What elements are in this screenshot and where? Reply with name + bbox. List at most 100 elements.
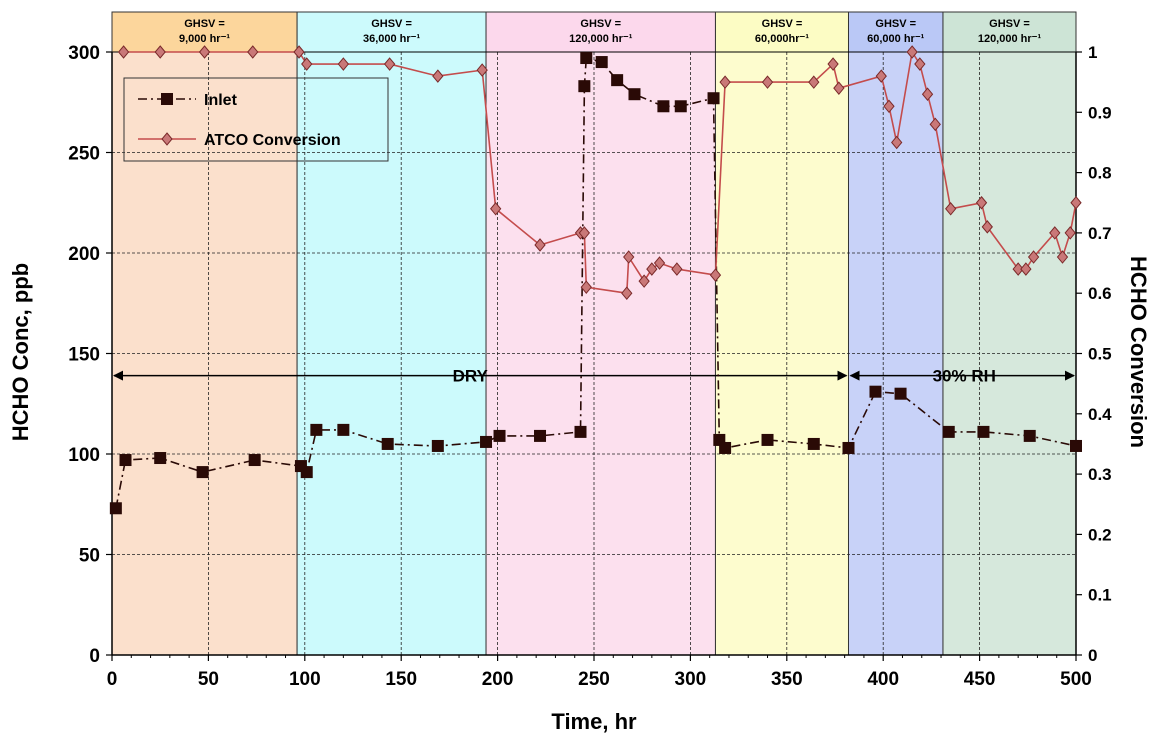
data-point — [595, 56, 608, 69]
y-tick-label: 300 — [68, 43, 100, 64]
data-point — [894, 387, 907, 400]
data-point — [534, 429, 547, 442]
data-point — [914, 57, 926, 71]
data-point — [476, 63, 488, 77]
data-point — [578, 226, 591, 240]
data-point — [657, 100, 670, 113]
region-rate-1: 9,000 hr⁻¹ — [179, 33, 230, 45]
legend-marker-1 — [161, 93, 173, 105]
annotation-label-2: 30% RH — [933, 367, 996, 386]
x-tick-label: 50 — [198, 669, 219, 690]
x-tick-label: 250 — [578, 669, 610, 690]
data-point — [833, 81, 845, 95]
data-point — [248, 454, 261, 467]
series — [109, 45, 1082, 515]
y2-tick-label: 0.9 — [1088, 103, 1112, 122]
y-tick-label: 50 — [79, 546, 100, 567]
y-tick-label: 100 — [68, 445, 100, 466]
data-point — [945, 201, 957, 216]
data-point — [580, 52, 593, 65]
axes: 0 50 100 150 200 250 300 350 400 450 500 0 50 100 150 2… — [68, 43, 1112, 690]
data-point — [293, 45, 305, 59]
region-3 — [485, 51, 716, 656]
annotation-label-1: DRY — [453, 367, 489, 386]
region-label-6: GHSV = — [989, 18, 1030, 30]
data-point — [807, 437, 820, 450]
x-axis-title: Time, hr — [551, 709, 637, 734]
y2-tick-label: 0 — [1088, 646, 1097, 665]
legend-marker-2 — [161, 132, 173, 146]
data-point — [381, 437, 394, 450]
region-header-5 — [847, 11, 944, 53]
y2-axis-title: HCHO Conversion — [1126, 256, 1151, 448]
legend-box — [123, 77, 389, 162]
data-point — [1023, 429, 1036, 442]
data-point — [611, 74, 624, 87]
region-header-6 — [942, 11, 1077, 53]
data-point — [707, 92, 720, 105]
x-tick-label: 150 — [385, 669, 417, 690]
legend-label-1: Inlet — [204, 92, 238, 109]
data-point — [942, 425, 955, 438]
data-point — [921, 87, 934, 101]
region-label-3: GHSV = — [580, 18, 621, 30]
data-point — [1027, 250, 1040, 264]
x-tick-label: 500 — [1060, 669, 1092, 690]
data-point — [883, 99, 895, 114]
data-point — [891, 135, 903, 150]
data-point — [119, 454, 132, 467]
region-header-3 — [485, 11, 716, 53]
y-tick-label: 150 — [68, 345, 100, 366]
data-point — [977, 425, 990, 438]
data-point — [154, 45, 166, 59]
data-point — [1020, 262, 1032, 276]
gridlines — [112, 51, 1076, 655]
data-point — [431, 439, 444, 452]
data-point — [1012, 262, 1024, 276]
region-header-4 — [714, 11, 849, 53]
data-point — [761, 75, 774, 89]
y2-tick-label: 0.7 — [1088, 224, 1112, 243]
x-tick-label: 0 — [107, 669, 118, 690]
x-tick-label: 300 — [675, 669, 707, 690]
data-point — [827, 57, 839, 71]
data-point — [1056, 250, 1069, 264]
y2-tick-label: 0.3 — [1088, 465, 1112, 484]
data-point — [247, 45, 259, 59]
region-rate-4: 60,000hr⁻¹ — [755, 33, 809, 45]
region-rate-2: 36,000 hr⁻¹ — [363, 33, 421, 45]
data-point — [117, 45, 130, 59]
legend: Inlet ATCO Conversion — [123, 77, 389, 162]
region-header-2 — [296, 11, 487, 53]
data-point — [842, 441, 855, 454]
region-rate-6: 120,000 hr⁻¹ — [978, 33, 1042, 45]
y2-tick-label: 0.2 — [1088, 525, 1112, 544]
y2-tick-label: 1 — [1088, 43, 1097, 62]
data-point — [761, 433, 774, 446]
data-point — [300, 466, 313, 479]
data-point — [929, 117, 941, 132]
data-point — [154, 452, 167, 465]
x-tick-label: 400 — [867, 669, 899, 690]
data-point — [534, 238, 546, 252]
x-tick-label: 200 — [482, 669, 514, 690]
data-point — [671, 262, 683, 276]
y-tick-label: 250 — [68, 144, 100, 165]
data-point — [869, 385, 882, 398]
data-point — [981, 220, 993, 234]
data-point — [1064, 226, 1076, 240]
data-point — [646, 262, 658, 276]
region-rate-5: 60,000 hr⁻¹ — [867, 33, 925, 45]
data-point — [1049, 226, 1061, 240]
data-point — [109, 502, 122, 515]
data-point — [808, 75, 820, 89]
region-label-4: GHSV = — [762, 18, 803, 30]
y-tick-label: 0 — [89, 646, 100, 667]
x-tick-label: 350 — [771, 669, 803, 690]
x-tick-label: 450 — [964, 669, 996, 690]
data-point — [621, 286, 633, 300]
region-label-1: GHSV = — [184, 18, 225, 30]
y-axis-title: HCHO Conc, ppb — [8, 263, 33, 441]
data-point — [337, 423, 350, 436]
data-point — [301, 57, 313, 71]
